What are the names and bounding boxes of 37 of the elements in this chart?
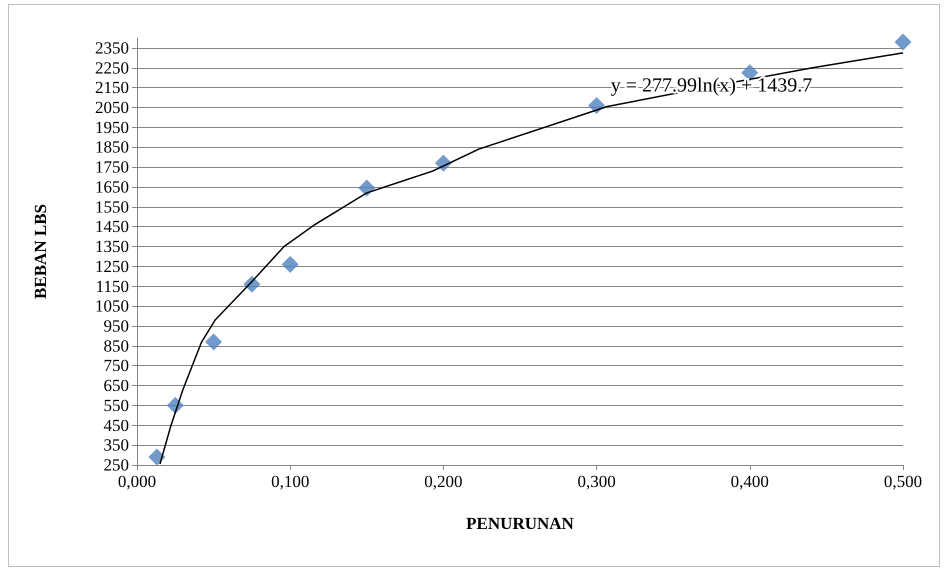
y-tick-label: 1650 [95,177,129,196]
point [205,333,222,350]
y-tick-label: 2250 [95,58,129,78]
x-tick-label: 0,200 [424,472,463,491]
point [282,256,299,273]
y-tick-label: 1750 [95,158,129,177]
y-tick-label: 450 [104,416,129,435]
x-tick-label: 0,000 [118,472,156,491]
y-tick-label: 1450 [95,217,129,236]
point [894,33,912,50]
y-tick-label: 2350 [95,38,129,58]
y-tick-label: 1350 [95,237,129,256]
y-tick-label: 1950 [95,118,129,137]
x-tick-label: 0,300 [577,472,616,491]
y-tick-label: 2050 [95,98,129,118]
x-tick-label: 0,400 [730,472,769,491]
point [741,64,758,82]
x-tick-label: 0,500 [884,472,922,491]
y-tick-label: 950 [104,316,129,336]
y-tick-label: 1250 [95,256,129,276]
y-tick-label: 1550 [95,197,129,216]
y-tick-label: 1850 [95,138,129,157]
y-tick-label: 550 [104,396,129,415]
y-tick-label: 1150 [96,276,129,296]
y-axis-title: BEBAN LBS [31,204,50,299]
y-tick-label: 250 [104,456,129,474]
point [358,179,376,196]
point [148,448,166,466]
y-tick-label: 2150 [95,78,129,98]
y-tick-label: 850 [104,336,129,356]
y-tick-label: 350 [104,436,129,455]
y-tick-label: 750 [104,356,129,376]
x-tick-label: 0,100 [271,472,310,491]
point [588,97,606,114]
y-tick-label: 1050 [95,296,129,316]
y-tick-label: 650 [104,376,129,396]
x-axis-title: PENURUNAN [466,514,575,533]
